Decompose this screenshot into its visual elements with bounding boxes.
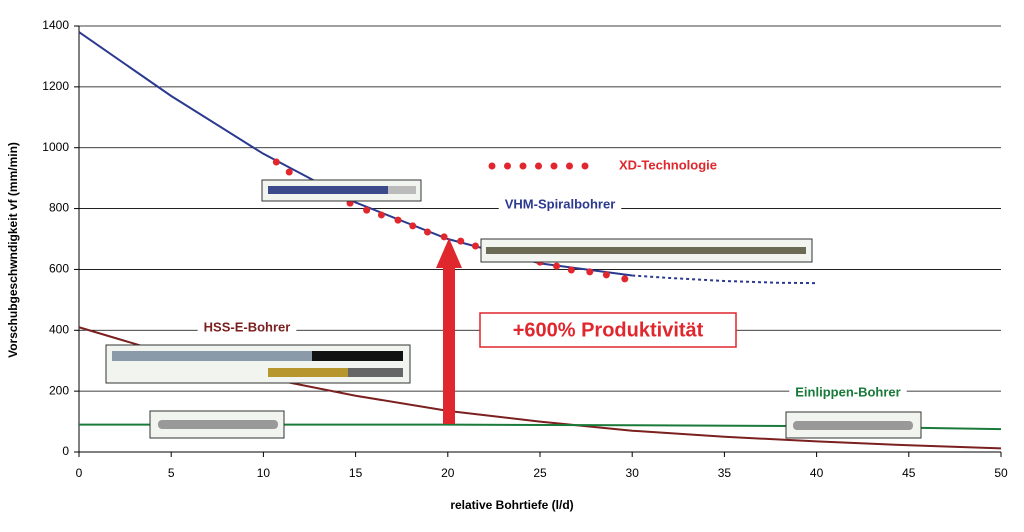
drill-image — [105, 344, 411, 384]
data-point — [272, 158, 280, 166]
data-point — [621, 275, 629, 283]
drill — [268, 186, 388, 194]
drill — [158, 420, 278, 429]
series-label: Einlippen-Bohrer — [795, 384, 900, 399]
x-tick-label: 30 — [626, 466, 640, 480]
x-tick-label: 40 — [810, 466, 824, 480]
y-tick-label: 1400 — [42, 18, 69, 32]
x-tick-label: 10 — [257, 466, 271, 480]
legend-marker — [519, 162, 527, 170]
arrow — [436, 238, 462, 424]
x-axis-title: relative Bohrtiefe (l/d) — [450, 498, 573, 512]
y-axis-title: Vorschubgeschwndigkeit vf (mm/min) — [6, 142, 20, 358]
y-tick-label: 0 — [62, 444, 69, 458]
data-point — [285, 168, 293, 176]
x-tick-label: 15 — [349, 466, 363, 480]
label-background — [197, 318, 297, 336]
drill-shank — [312, 351, 403, 361]
legend-marker — [581, 162, 589, 170]
x-tick-label: 5 — [168, 466, 175, 480]
label-background — [498, 195, 622, 213]
y-tick-label: 1200 — [42, 79, 69, 93]
plot: 0 200 400 600 800 1000 1200 1400 0 5 10 15 20 25 30 35 4… — [42, 18, 1008, 480]
drill-shank — [388, 186, 416, 194]
x-tick-label: 50 — [994, 466, 1008, 480]
x-tick-label: 45 — [902, 466, 916, 480]
arrow-head — [436, 238, 462, 268]
x-tick-label: 35 — [718, 466, 732, 480]
legend-marker — [535, 162, 542, 170]
data-point — [553, 262, 561, 270]
x-tick-label: 20 — [441, 466, 455, 480]
data-point — [586, 268, 594, 276]
annotation-box — [479, 312, 737, 348]
data-point — [363, 206, 371, 214]
legend-marker — [504, 162, 511, 170]
data-point — [424, 228, 432, 236]
data-point — [377, 211, 385, 219]
data-point — [394, 216, 402, 224]
y-tick-label: 200 — [49, 383, 69, 397]
drill-shank — [348, 368, 403, 377]
y-tick-label: 800 — [49, 201, 69, 215]
drill — [112, 351, 312, 361]
legend-marker — [488, 162, 496, 170]
x-tick-label: 0 — [76, 466, 83, 480]
data-point — [567, 266, 575, 274]
series-label: VHM-Spiralbohrer — [505, 196, 616, 211]
series-label: HSS-E-Bohrer — [204, 319, 291, 334]
data-point — [457, 237, 465, 245]
drill-images — [105, 179, 922, 439]
data-point — [471, 242, 479, 250]
series-line — [632, 274, 817, 285]
data-point — [602, 271, 610, 279]
annotation: +600% Produktivität — [513, 319, 704, 341]
y-tick-label: 600 — [49, 262, 69, 276]
legend-marker — [566, 162, 573, 170]
legend-marker — [550, 162, 558, 170]
data-point — [440, 233, 448, 241]
label-background — [789, 383, 907, 401]
drill — [486, 247, 806, 254]
drill — [793, 421, 913, 430]
label-background — [613, 156, 723, 174]
y-tick-label: 1000 — [42, 140, 69, 154]
y-tick-label: 400 — [49, 322, 69, 336]
drill — [268, 368, 348, 377]
data-point — [409, 222, 417, 230]
arrow-shaft — [443, 262, 455, 424]
x-tick-label: 25 — [533, 466, 547, 480]
series-label: XD-Technologie — [619, 157, 717, 172]
